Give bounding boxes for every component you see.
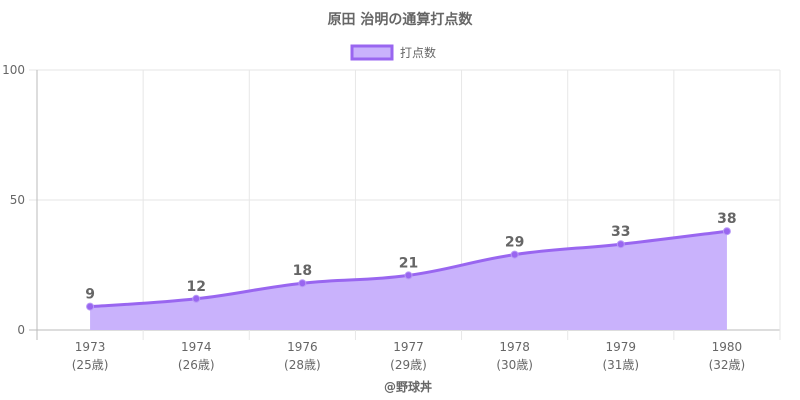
legend-swatch bbox=[350, 44, 394, 61]
x-tick-label: 1973 bbox=[75, 340, 106, 354]
x-tick-label: 1979 bbox=[606, 340, 637, 354]
data-label: 38 bbox=[717, 211, 736, 227]
x-tick-age-label: (26歳) bbox=[178, 358, 215, 372]
x-tick-label: 1974 bbox=[181, 340, 212, 354]
data-point[interactable] bbox=[722, 227, 731, 236]
x-tick-age-label: (29歳) bbox=[390, 358, 427, 372]
data-label: 21 bbox=[399, 255, 418, 271]
data-point[interactable] bbox=[192, 294, 201, 303]
data-label: 9 bbox=[85, 287, 95, 303]
y-tick-label: 50 bbox=[10, 193, 25, 207]
data-point[interactable] bbox=[510, 250, 519, 259]
x-tick-label: 1976 bbox=[287, 340, 318, 354]
x-tick-label: 1977 bbox=[393, 340, 424, 354]
legend[interactable]: 打点数 bbox=[350, 44, 436, 61]
axes: 0 50 100 1973 (25歳) 1974 (26歳) 1976 (28歳) 1977 (29… bbox=[2, 63, 745, 372]
x-tick-label: 1978 bbox=[499, 340, 530, 354]
data-label: 12 bbox=[186, 279, 205, 295]
x-tick-age-label: (30歳) bbox=[496, 358, 533, 372]
data-point[interactable] bbox=[298, 279, 307, 288]
credit: @野球丼 bbox=[384, 379, 432, 394]
y-tick-label: 0 bbox=[17, 323, 25, 337]
data-label: 33 bbox=[611, 224, 630, 240]
series-area bbox=[90, 231, 727, 330]
x-tick-age-label: (31歳) bbox=[602, 358, 639, 372]
data-labels: 9 12 18 21 29 33 38 bbox=[85, 211, 736, 302]
point-layer bbox=[86, 227, 731, 311]
data-point[interactable] bbox=[404, 271, 413, 280]
data-point[interactable] bbox=[616, 240, 625, 249]
y-tick-label: 100 bbox=[2, 63, 25, 77]
x-tick-age-label: (25歳) bbox=[72, 358, 109, 372]
chart-title: 原田 治明の通算打点数 bbox=[328, 11, 474, 28]
x-tick-age-label: (32歳) bbox=[709, 358, 746, 372]
data-point[interactable] bbox=[86, 302, 95, 311]
x-tick-label: 1980 bbox=[712, 340, 743, 354]
data-label: 29 bbox=[505, 235, 524, 251]
legend-label: 打点数 bbox=[400, 45, 436, 60]
data-label: 18 bbox=[293, 263, 312, 279]
x-tick-age-label: (28歳) bbox=[284, 358, 321, 372]
